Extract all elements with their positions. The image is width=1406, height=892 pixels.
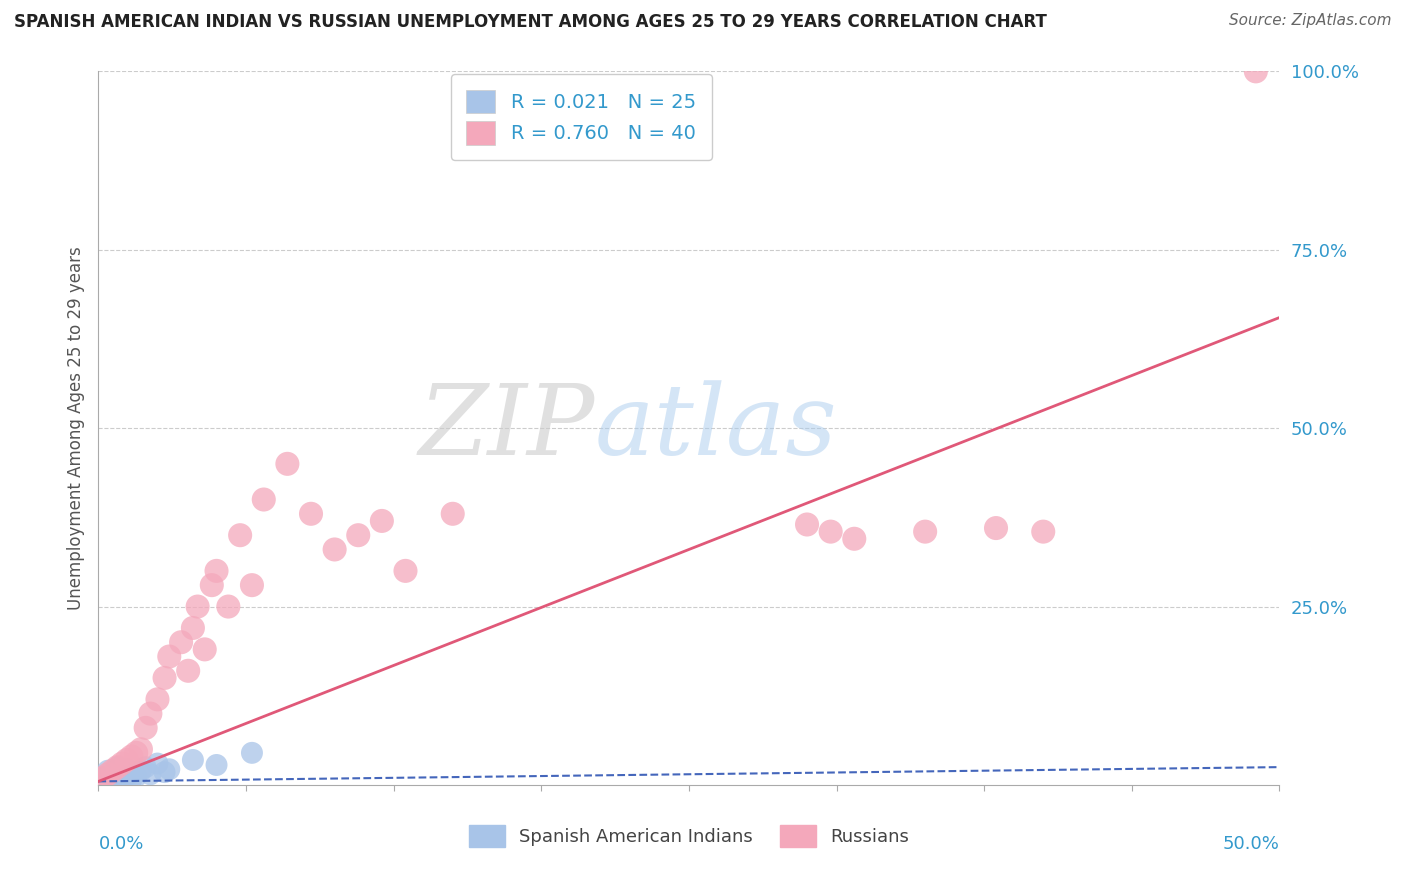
Point: [276, 457, 298, 471]
Legend: Spanish American Indians, Russians: Spanish American Indians, Russians: [454, 811, 924, 862]
Point: [194, 642, 217, 657]
Point: [135, 760, 157, 774]
Point: [205, 758, 228, 772]
Point: [796, 517, 818, 532]
Point: [118, 767, 141, 781]
Point: [94, 774, 117, 789]
Point: [240, 746, 263, 760]
Y-axis label: Unemployment Among Ages 25 to 29 years: Unemployment Among Ages 25 to 29 years: [66, 246, 84, 610]
Point: [139, 706, 162, 721]
Point: [153, 765, 176, 780]
Point: [181, 753, 204, 767]
Point: [157, 649, 180, 664]
Point: [112, 771, 135, 785]
Point: [111, 756, 134, 771]
Point: [122, 765, 145, 780]
Point: [115, 753, 138, 767]
Point: [101, 764, 124, 778]
Point: [129, 742, 152, 756]
Point: [98, 771, 121, 785]
Point: [121, 772, 143, 787]
Point: [101, 767, 124, 781]
Point: [104, 772, 127, 787]
Text: atlas: atlas: [595, 381, 837, 475]
Point: [441, 507, 464, 521]
Point: [201, 578, 224, 592]
Point: [146, 692, 169, 706]
Text: 0.0%: 0.0%: [98, 835, 143, 853]
Point: [97, 767, 120, 781]
Point: [139, 767, 162, 781]
Point: [125, 746, 148, 760]
Point: [170, 635, 193, 649]
Point: [115, 762, 138, 776]
Point: [87, 774, 110, 789]
Point: [108, 769, 131, 783]
Point: [1244, 64, 1267, 78]
Point: [299, 507, 322, 521]
Point: [253, 492, 276, 507]
Point: [229, 528, 252, 542]
Text: Source: ZipAtlas.com: Source: ZipAtlas.com: [1229, 13, 1392, 29]
Point: [205, 564, 228, 578]
Point: [157, 762, 180, 776]
Point: [146, 756, 169, 771]
Text: 50.0%: 50.0%: [1223, 835, 1279, 853]
Point: [371, 514, 394, 528]
Point: [844, 532, 866, 546]
Point: [135, 721, 157, 735]
Point: [1032, 524, 1054, 539]
Point: [240, 578, 263, 592]
Point: [105, 760, 128, 774]
Point: [914, 524, 936, 539]
Point: [129, 764, 152, 778]
Point: [153, 671, 176, 685]
Point: [91, 771, 114, 785]
Point: [91, 771, 114, 785]
Point: [105, 760, 128, 774]
Point: [820, 524, 842, 539]
Point: [323, 542, 346, 557]
Point: [87, 774, 110, 789]
Point: [347, 528, 370, 542]
Point: [217, 599, 239, 614]
Point: [984, 521, 1007, 535]
Point: [125, 769, 148, 783]
Text: ZIP: ZIP: [418, 381, 595, 475]
Point: [394, 564, 416, 578]
Point: [97, 764, 120, 778]
Point: [177, 664, 200, 678]
Text: SPANISH AMERICAN INDIAN VS RUSSIAN UNEMPLOYMENT AMONG AGES 25 TO 29 YEARS CORREL: SPANISH AMERICAN INDIAN VS RUSSIAN UNEMP…: [14, 13, 1047, 31]
Point: [181, 621, 204, 635]
Point: [187, 599, 209, 614]
Point: [121, 749, 143, 764]
Point: [111, 765, 134, 780]
